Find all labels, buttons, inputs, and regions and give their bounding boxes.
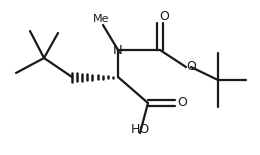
- Text: O: O: [186, 60, 196, 73]
- Text: N: N: [113, 44, 123, 57]
- Text: HO: HO: [130, 123, 149, 136]
- Text: Me: Me: [93, 14, 109, 24]
- Text: O: O: [159, 11, 169, 24]
- Text: O: O: [177, 97, 187, 109]
